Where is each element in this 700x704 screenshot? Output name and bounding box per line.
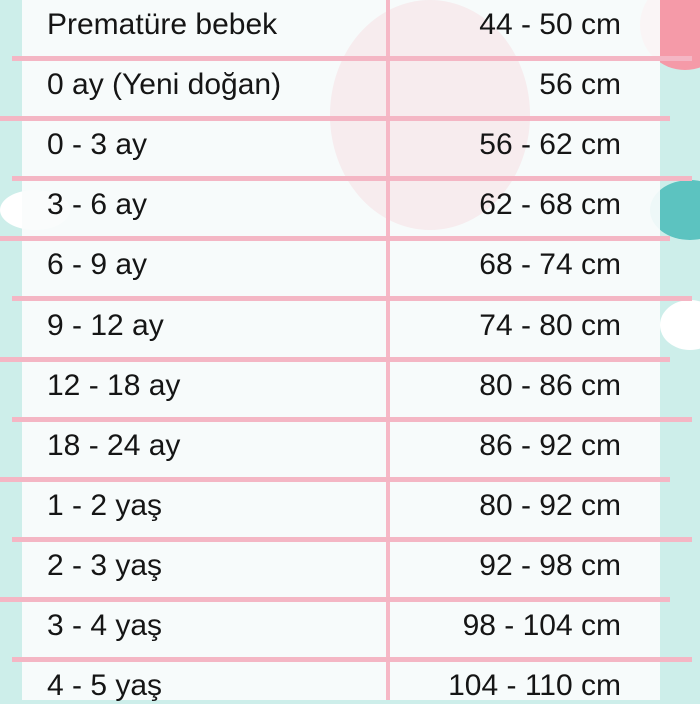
height-cell: 68 - 74 cm: [479, 248, 621, 282]
height-cell: 56 cm: [539, 68, 621, 102]
age-cell: 9 - 12 ay: [47, 308, 164, 342]
height-cell: 80 - 86 cm: [479, 368, 621, 402]
age-cell: 1 - 2 yaş: [47, 488, 163, 522]
age-cell: 0 - 3 ay: [47, 128, 148, 162]
row-divider: [0, 356, 670, 362]
height-cell: 80 - 92 cm: [479, 488, 621, 522]
age-cell: 3 - 4 yaş: [47, 609, 163, 642]
age-cell: 6 - 9 ay: [47, 248, 148, 282]
height-cell: 86 - 92 cm: [479, 428, 621, 462]
row-divider: [12, 296, 692, 302]
row-divider: [12, 536, 692, 542]
age-cell: Prematüre bebek: [47, 8, 278, 41]
age-cell: 4 - 5 yaş: [47, 669, 163, 703]
row-divider: [12, 416, 692, 422]
height-cell: 92 - 98 cm: [479, 548, 621, 582]
age-cell: 3 - 6 ay: [47, 188, 148, 222]
row-divider: [12, 56, 692, 61]
height-cell: 62 - 68 cm: [479, 188, 621, 222]
age-cell: 18 - 24 ay: [47, 428, 181, 462]
height-cell: 56 - 62 cm: [479, 128, 621, 162]
height-cell: 74 - 80 cm: [479, 308, 621, 342]
height-cell: 44 - 50 cm: [479, 8, 621, 41]
column-divider: [386, 0, 390, 700]
row-divider: [0, 596, 670, 602]
row-divider: [0, 476, 670, 482]
decorative-cloud: [660, 300, 700, 350]
age-cell: 2 - 3 yaş: [47, 548, 163, 582]
age-cell: 12 - 18 ay: [47, 368, 181, 402]
height-cell: 104 - 110 cm: [448, 669, 621, 703]
age-cell: 0 ay (Yeni doğan): [47, 68, 282, 102]
height-cell: 98 - 104 cm: [462, 609, 621, 642]
row-divider: [0, 236, 670, 242]
row-divider: [12, 176, 692, 182]
decorative-pink-watermark: [330, 0, 530, 230]
row-divider: [12, 657, 692, 662]
row-divider: [0, 116, 670, 122]
